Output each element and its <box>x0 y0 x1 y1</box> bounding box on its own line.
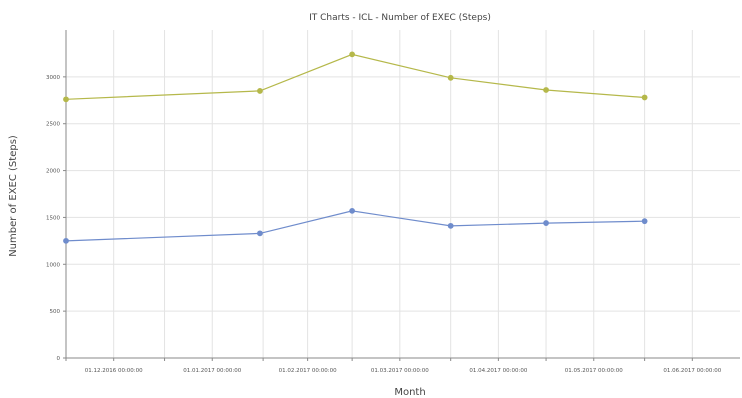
x-axis-ticks: 01.12.2016 00:00:00 01.01.2017 00:00:00 01… <box>65 358 722 374</box>
y-tick-label: 1000 <box>46 262 60 268</box>
x-axis-label: Month <box>394 387 425 398</box>
data-point[interactable] <box>543 220 549 226</box>
y-tick-label: 3000 <box>46 75 60 81</box>
data-point[interactable] <box>447 222 454 229</box>
y-tick-label: 500 <box>50 309 61 315</box>
x-tick-label: 01.05.2017 00:00:00 <box>565 368 623 374</box>
data-point[interactable] <box>543 87 549 93</box>
x-tick-label: 01.04.2017 00:00:00 <box>469 368 527 374</box>
data-point[interactable] <box>641 218 648 225</box>
axes <box>65 30 740 359</box>
y-tick-label: 2500 <box>46 122 60 128</box>
chart-title: IT Charts - ICL - Number of EXEC (Steps) <box>309 13 491 23</box>
x-tick-label: 01.12.2016 00:00:00 <box>85 368 143 374</box>
data-point[interactable] <box>447 74 454 81</box>
x-tick-label: 01.06.2017 00:00:00 <box>663 368 721 374</box>
y-axis-label: Number of EXEC (Steps) <box>8 135 19 257</box>
x-tick-label: 01.02.2017 00:00:00 <box>279 368 337 374</box>
y-tick-label: 1500 <box>46 215 60 221</box>
data-point[interactable] <box>63 237 69 244</box>
data-point[interactable] <box>349 207 356 214</box>
x-tick-label: 01.01.2017 00:00:00 <box>183 368 241 374</box>
data-point[interactable] <box>257 230 263 237</box>
data-point[interactable] <box>641 94 648 101</box>
y-axis-ticks: 0 500 1000 1500 2000 2500 3000 <box>46 75 66 362</box>
grid <box>65 30 740 359</box>
series-line <box>65 210 645 242</box>
y-tick-label: 0 <box>57 356 61 362</box>
data-point[interactable] <box>349 51 356 58</box>
data-point[interactable] <box>257 88 263 94</box>
series-group <box>63 51 648 244</box>
series-line <box>65 53 645 100</box>
x-tick-label: 01.03.2017 00:00:00 <box>371 368 429 374</box>
data-point[interactable] <box>63 96 69 103</box>
y-tick-label: 2000 <box>46 169 60 175</box>
